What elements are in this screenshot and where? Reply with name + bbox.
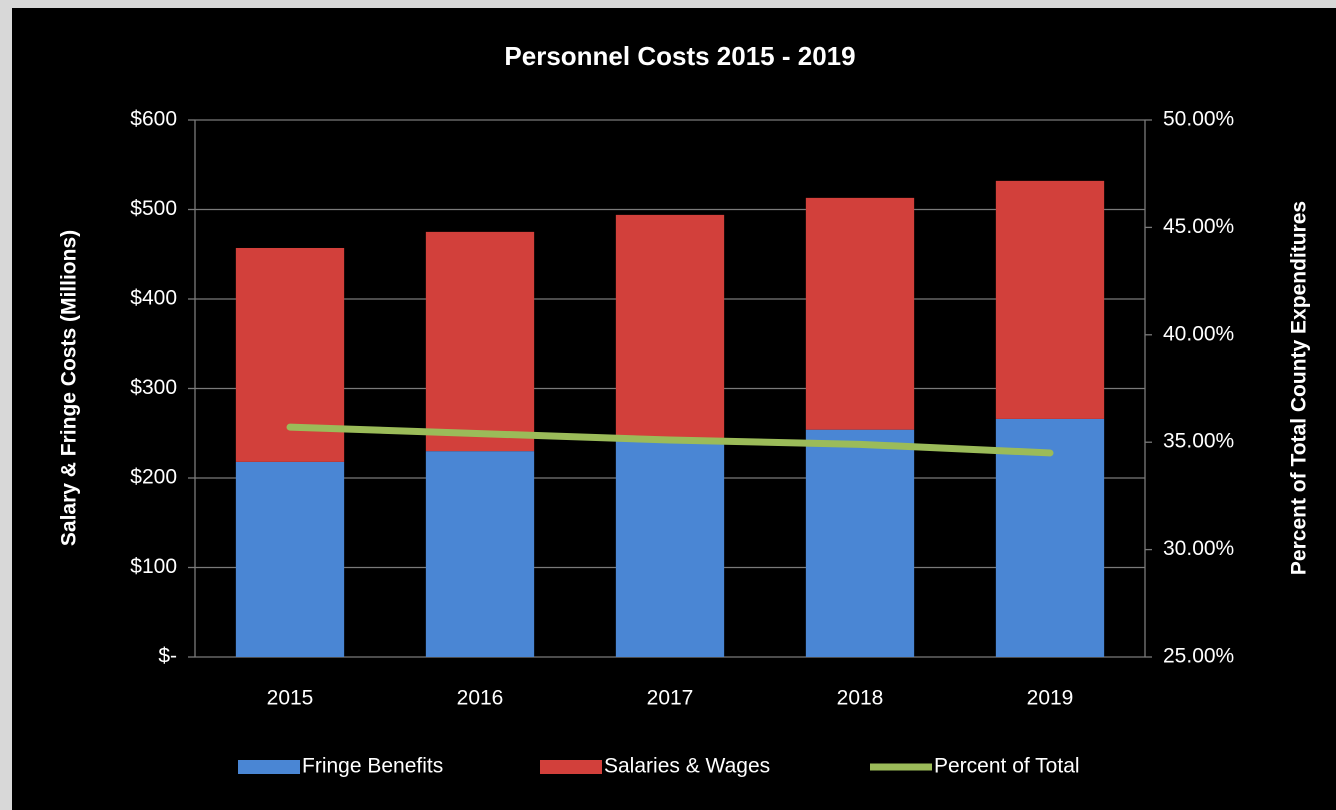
x-tick-label: 2019	[1027, 687, 1074, 710]
bar	[615, 440, 725, 657]
legend-swatch	[238, 760, 300, 774]
y-tick-label: $300	[130, 376, 177, 399]
y2-tick-label: 40.00%	[1163, 322, 1234, 345]
y-tick-label: $200	[130, 466, 177, 489]
bar	[995, 418, 1105, 657]
y2-axis-label: Percent of Total County Expenditures	[1288, 201, 1311, 575]
legend-swatch	[540, 760, 602, 774]
y-axis-label: Salary & Fringe Costs (Millions)	[58, 230, 81, 546]
bar	[615, 214, 725, 441]
y2-tick-label: 30.00%	[1163, 537, 1234, 560]
bar	[805, 197, 915, 430]
y-tick-label: $500	[130, 197, 177, 220]
bar	[425, 231, 535, 452]
y-tick-label: $400	[130, 287, 177, 310]
bar	[425, 451, 535, 657]
chart-title: Personnel Costs 2015 - 2019	[504, 41, 855, 71]
y2-tick-label: 45.00%	[1163, 215, 1234, 238]
legend-label: Fringe Benefits	[302, 755, 443, 778]
bar	[235, 461, 345, 657]
legend-label: Salaries & Wages	[604, 755, 770, 778]
y2-tick-label: 50.00%	[1163, 108, 1234, 131]
x-tick-label: 2018	[837, 687, 884, 710]
bar	[995, 180, 1105, 419]
x-tick-label: 2015	[267, 687, 314, 710]
y2-tick-label: 35.00%	[1163, 430, 1234, 453]
legend-label: Percent of Total	[934, 755, 1080, 778]
x-tick-label: 2016	[457, 687, 504, 710]
line	[286, 423, 1054, 457]
y-tick-label: $100	[130, 555, 177, 578]
bar	[805, 429, 915, 657]
y-tick-label: $-	[158, 645, 177, 668]
y2-tick-label: 25.00%	[1163, 645, 1234, 668]
y-tick-label: $600	[130, 108, 177, 131]
x-tick-label: 2017	[647, 687, 694, 710]
